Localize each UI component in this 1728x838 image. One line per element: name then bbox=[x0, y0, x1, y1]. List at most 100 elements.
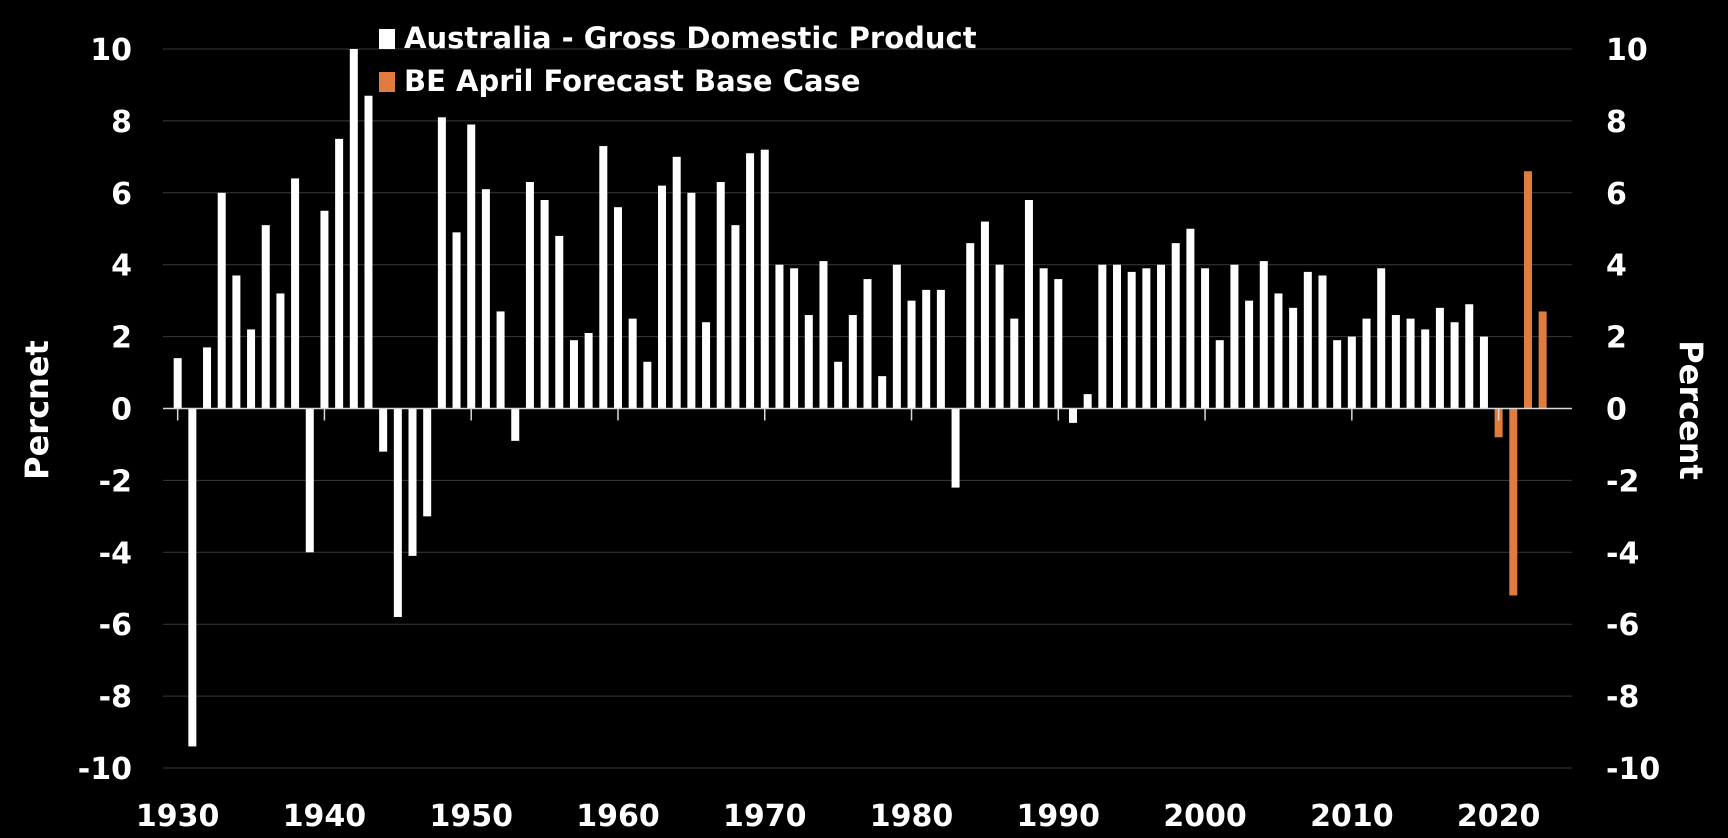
bar-gdp-1981 bbox=[922, 289, 931, 409]
bar-gdp-2001 bbox=[1215, 340, 1224, 409]
x-tick-label: 1980 bbox=[870, 799, 954, 834]
y-tick-label-right: -8 bbox=[1606, 680, 1639, 715]
bar-gdp-1956 bbox=[555, 235, 564, 409]
y-tick-label-right: -4 bbox=[1606, 536, 1639, 571]
bar-gdp-2002 bbox=[1230, 264, 1239, 409]
bar-gdp-1931 bbox=[188, 408, 197, 747]
bar-gdp-1986 bbox=[995, 264, 1004, 409]
bar-gdp-1997 bbox=[1157, 264, 1166, 409]
x-tick-label: 1950 bbox=[429, 799, 513, 834]
bar-gdp-1972 bbox=[790, 268, 799, 409]
y-tick-label-right: -10 bbox=[1606, 752, 1660, 787]
bar-gdp-1939 bbox=[305, 408, 314, 553]
bar-gdp-2008 bbox=[1318, 275, 1327, 409]
bar-gdp-2013 bbox=[1391, 315, 1400, 409]
x-tick-label: 1970 bbox=[723, 799, 807, 834]
bar-gdp-1995 bbox=[1127, 271, 1136, 409]
bar-gdp-1987 bbox=[1010, 318, 1019, 409]
bar-gdp-1959 bbox=[599, 146, 608, 409]
bar-gdp-1936 bbox=[261, 225, 270, 409]
x-tick-label: 1990 bbox=[1017, 799, 1101, 834]
bar-gdp-1952 bbox=[496, 311, 505, 409]
bar-gdp-1992 bbox=[1083, 394, 1092, 409]
bar-gdp-1949 bbox=[452, 232, 461, 409]
bar-gdp-1994 bbox=[1113, 264, 1122, 409]
bar-gdp-1975 bbox=[834, 361, 843, 409]
bar-gdp-1938 bbox=[291, 178, 300, 409]
bar-gdp-1983 bbox=[951, 408, 960, 488]
bar-gdp-1945 bbox=[393, 408, 402, 618]
bar-gdp-2017 bbox=[1450, 322, 1459, 409]
bar-gdp-2016 bbox=[1435, 307, 1444, 409]
bar-gdp-1961 bbox=[628, 318, 637, 409]
bar-gdp-1966 bbox=[702, 322, 711, 409]
bar-gdp-1993 bbox=[1098, 264, 1107, 409]
bar-gdp-1978 bbox=[878, 376, 887, 409]
bar-gdp-1955 bbox=[540, 199, 549, 409]
bar-gdp-1980 bbox=[907, 300, 916, 409]
y-tick-label-right: -2 bbox=[1606, 464, 1639, 499]
bar-gdp-1982 bbox=[936, 289, 945, 409]
legend-label-gdp: Australia - Gross Domestic Product bbox=[404, 21, 977, 55]
bar-gdp-2005 bbox=[1274, 293, 1283, 409]
y-tick-label-left: -2 bbox=[99, 464, 132, 499]
legend-label-forecast: BE April Forecast Base Case bbox=[404, 64, 860, 98]
bar-gdp-1998 bbox=[1171, 243, 1180, 409]
y-tick-label-right: 0 bbox=[1606, 393, 1627, 428]
bar-gdp-1941 bbox=[335, 138, 344, 409]
bar-gdp-1974 bbox=[819, 261, 828, 409]
x-tick-label: 2010 bbox=[1310, 799, 1394, 834]
bar-gdp-1964 bbox=[672, 156, 681, 409]
bar-gdp-1947 bbox=[423, 408, 432, 517]
bar-gdp-1970 bbox=[760, 149, 769, 409]
bar-gdp-1935 bbox=[247, 329, 256, 409]
y-tick-label-right: 6 bbox=[1606, 177, 1627, 212]
bar-gdp-2007 bbox=[1303, 271, 1312, 409]
bar-gdp-1988 bbox=[1024, 199, 1033, 409]
y-tick-label-left: -8 bbox=[99, 680, 132, 715]
bars bbox=[173, 49, 1547, 747]
bar-forecast-2020 bbox=[1494, 408, 1503, 438]
bar-gdp-1934 bbox=[232, 275, 241, 409]
bar-gdp-1967 bbox=[716, 182, 725, 409]
bar-gdp-2006 bbox=[1289, 307, 1298, 409]
bar-gdp-1958 bbox=[584, 333, 593, 409]
y-tick-label-right: 8 bbox=[1606, 105, 1627, 140]
bar-gdp-1976 bbox=[848, 315, 857, 409]
bar-gdp-1971 bbox=[775, 264, 784, 409]
bar-gdp-2000 bbox=[1201, 268, 1210, 409]
bar-gdp-1944 bbox=[379, 408, 388, 452]
x-tick-label: 1940 bbox=[283, 799, 367, 834]
bar-gdp-2004 bbox=[1259, 261, 1268, 409]
y-tick-label-right: -6 bbox=[1606, 608, 1639, 643]
bar-gdp-2009 bbox=[1333, 340, 1342, 409]
bar-gdp-2012 bbox=[1377, 268, 1386, 409]
y-tick-label-left: -10 bbox=[78, 752, 132, 787]
bar-gdp-1948 bbox=[437, 117, 446, 409]
bar-gdp-1990 bbox=[1054, 279, 1063, 409]
bar-gdp-1953 bbox=[511, 408, 520, 441]
bar-gdp-2014 bbox=[1406, 318, 1415, 409]
x-tick-label: 1930 bbox=[136, 799, 220, 834]
bar-forecast-2022 bbox=[1523, 171, 1532, 409]
bar-gdp-1932 bbox=[203, 347, 212, 409]
bar-gdp-1984 bbox=[966, 243, 975, 409]
bar-gdp-1989 bbox=[1039, 268, 1048, 409]
bar-gdp-1942 bbox=[349, 49, 358, 409]
bar-gdp-1991 bbox=[1068, 408, 1077, 423]
left-axis-title: Percnet bbox=[18, 340, 56, 480]
y-tick-label-left: 4 bbox=[111, 249, 132, 284]
axes: 10 108 86 64 42 20 0-2 -2-4 -4-6 -6-8 -8-10 -101930… bbox=[78, 33, 1660, 834]
bar-gdp-2019 bbox=[1479, 336, 1488, 409]
x-tick-label: 2020 bbox=[1457, 799, 1541, 834]
bar-gdp-2015 bbox=[1421, 329, 1430, 409]
legend: Australia - Gross Domestic Product BE Ap… bbox=[379, 21, 977, 98]
y-tick-label-left: 0 bbox=[111, 393, 132, 428]
x-tick-label: 1960 bbox=[576, 799, 660, 834]
bar-gdp-1965 bbox=[687, 192, 696, 409]
bar-gdp-1968 bbox=[731, 225, 740, 409]
y-tick-label-left: 10 bbox=[90, 33, 132, 68]
legend-swatch-forecast bbox=[379, 72, 395, 92]
bar-gdp-1999 bbox=[1186, 228, 1195, 409]
